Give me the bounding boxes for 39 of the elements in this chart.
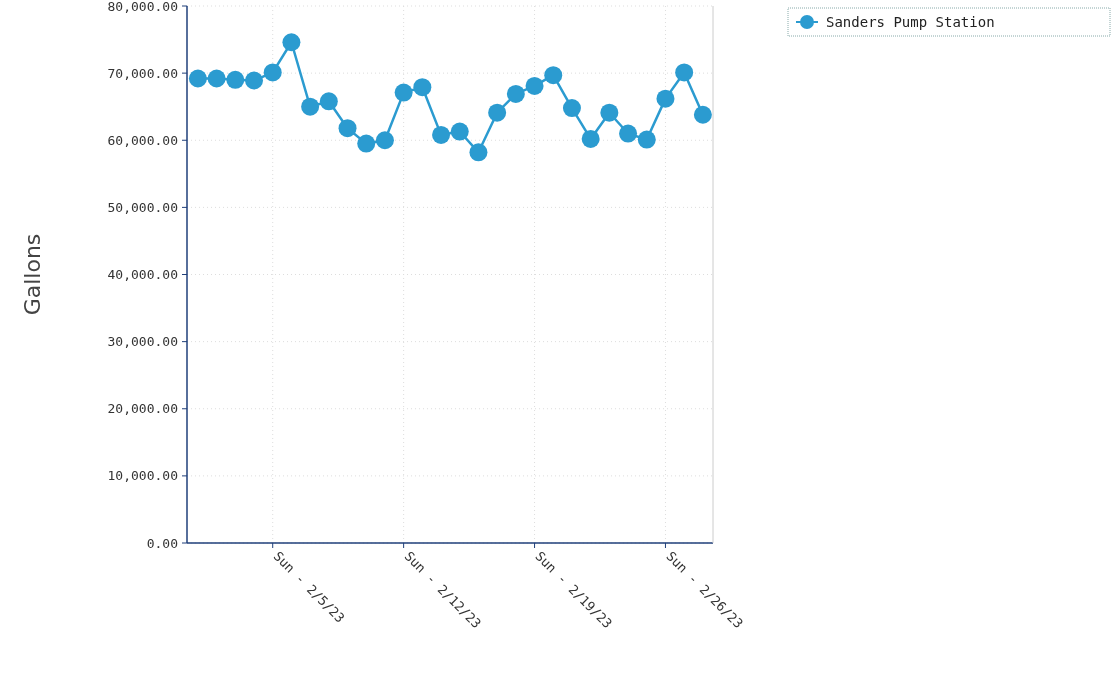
y-axis-title: Gallons bbox=[20, 233, 45, 316]
y-tick-label: 10,000.00 bbox=[107, 468, 178, 484]
point bbox=[488, 103, 507, 122]
point bbox=[338, 119, 357, 138]
point bbox=[413, 78, 432, 97]
point bbox=[637, 130, 656, 149]
point bbox=[544, 66, 563, 85]
point bbox=[207, 69, 226, 88]
y-tick-label: 50,000.00 bbox=[107, 199, 178, 215]
point bbox=[188, 69, 207, 88]
point bbox=[450, 122, 469, 141]
point bbox=[301, 97, 320, 116]
point bbox=[675, 63, 694, 82]
point bbox=[226, 70, 245, 89]
point bbox=[506, 84, 525, 103]
point bbox=[282, 33, 301, 52]
point bbox=[432, 125, 451, 144]
point bbox=[357, 134, 376, 153]
point bbox=[600, 103, 619, 122]
y-tick-label: 80,000.00 bbox=[107, 0, 178, 14]
point bbox=[656, 89, 675, 108]
point bbox=[263, 63, 282, 82]
point bbox=[619, 124, 638, 143]
point bbox=[525, 76, 544, 95]
point bbox=[693, 105, 712, 124]
y-tick-label: 40,000.00 bbox=[107, 267, 178, 283]
point bbox=[562, 99, 581, 118]
point bbox=[375, 131, 394, 150]
y-tick-label: 0.00 bbox=[146, 535, 178, 551]
point bbox=[469, 143, 488, 162]
point bbox=[319, 92, 338, 111]
point bbox=[581, 129, 600, 148]
y-tick-label: 30,000.00 bbox=[107, 334, 178, 350]
legend-label: Sanders Pump Station bbox=[826, 13, 995, 30]
y-tick-label: 70,000.00 bbox=[107, 65, 178, 81]
point bbox=[394, 83, 413, 102]
point bbox=[245, 71, 264, 90]
y-tick-label: 60,000.00 bbox=[107, 132, 178, 148]
y-tick-label: 20,000.00 bbox=[107, 401, 178, 417]
